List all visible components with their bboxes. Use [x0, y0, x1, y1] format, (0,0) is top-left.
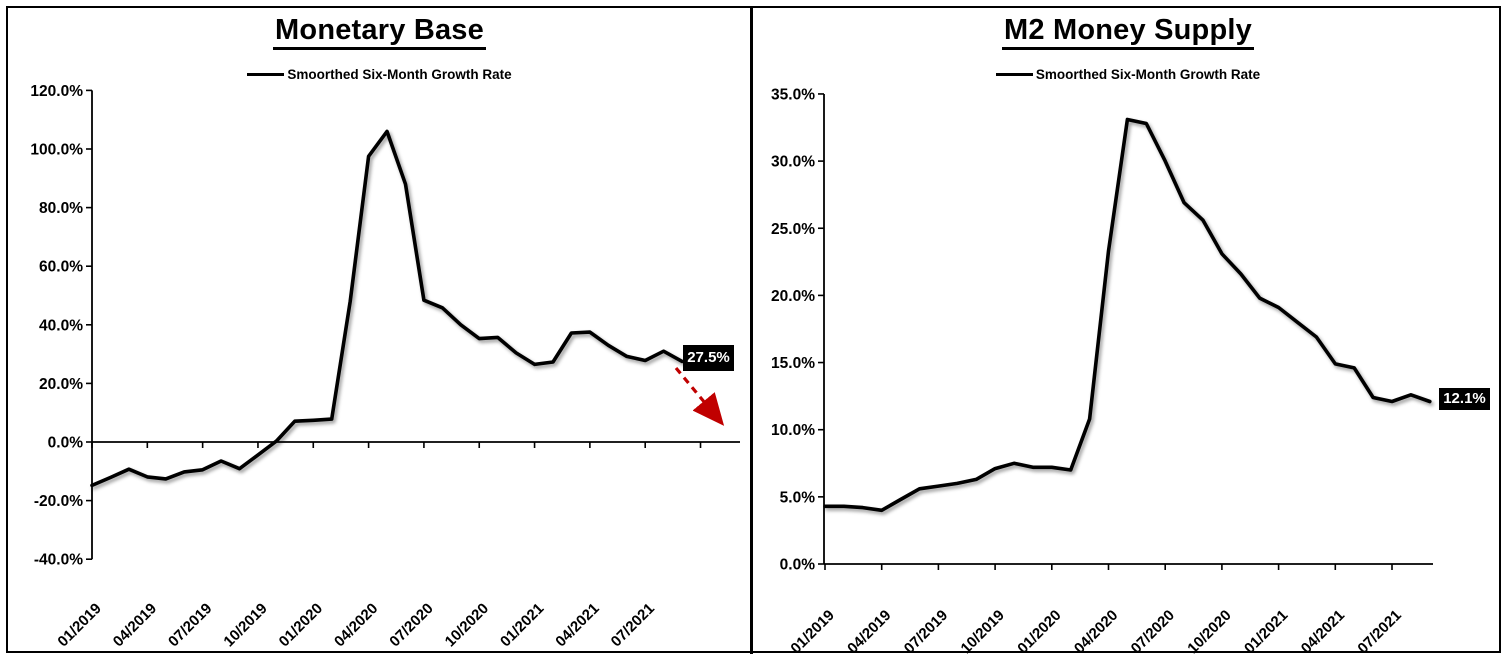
- legend-line-swatch: [247, 72, 285, 77]
- left-y-tick-label: 40.0%: [39, 317, 83, 334]
- right-chart-title-text: M2 Money Supply: [1002, 14, 1254, 50]
- left-x-tick-label: 01/2020: [276, 600, 326, 650]
- right-chart-legend: Smoorthed Six-Month Growth Rate: [754, 67, 1502, 82]
- left-chart-title: Monetary Base: [7, 14, 752, 50]
- right-y-tick-label: 20.0%: [771, 288, 815, 305]
- left-y-tick-label: 20.0%: [39, 376, 83, 393]
- right-end-value-label: 12.1%: [1439, 388, 1490, 410]
- right-x-tick-label: 04/2019: [844, 607, 894, 657]
- right-x-tick-label: 07/2020: [1128, 607, 1178, 657]
- right-x-tick-label: 01/2019: [787, 607, 837, 657]
- left-chart-legend: Smoorthed Six-Month Growth Rate: [7, 67, 752, 82]
- right-y-tick-label: 0.0%: [780, 557, 816, 574]
- legend-line-swatch: [995, 72, 1033, 77]
- left-x-tick-label: 07/2020: [386, 600, 436, 650]
- left-x-tick-label: 01/2019: [54, 600, 104, 650]
- right-series-line: [823, 117, 1432, 513]
- left-x-tick-label: 10/2020: [442, 600, 492, 650]
- forecast-arrow: [674, 366, 725, 426]
- left-series-line: [90, 129, 684, 488]
- right-x-tick-label: 01/2021: [1241, 607, 1291, 657]
- left-y-tick-label: 60.0%: [39, 259, 83, 276]
- right-x-tick-label: 01/2020: [1014, 607, 1064, 657]
- right-chart-title: M2 Money Supply: [754, 14, 1502, 50]
- left-x-tick-label: 07/2021: [608, 600, 658, 650]
- left-chart-title-text: Monetary Base: [273, 14, 486, 50]
- left-y-tick-label: 120.0%: [30, 83, 83, 100]
- left-x-tick-label: 04/2021: [552, 600, 602, 650]
- right-x-tick-label: 07/2019: [901, 607, 951, 657]
- left-y-tick-label: -40.0%: [34, 552, 83, 569]
- left-legend-label: Smoorthed Six-Month Growth Rate: [287, 67, 512, 82]
- left-x-tick-label: 07/2019: [165, 600, 215, 650]
- left-y-tick-label: 100.0%: [30, 142, 83, 159]
- left-x-tick-label: 01/2021: [497, 600, 547, 650]
- panel-divider: [750, 6, 753, 654]
- right-y-tick-label: 25.0%: [771, 221, 815, 238]
- right-y-tick-label: 5.0%: [780, 489, 816, 506]
- right-x-tick-label: 10/2019: [958, 607, 1008, 657]
- left-x-tick-label: 04/2019: [110, 600, 160, 650]
- left-end-value-label: 27.5%: [683, 345, 734, 371]
- right-x-tick-label: 07/2021: [1354, 607, 1404, 657]
- right-y-tick-label: 35.0%: [771, 86, 815, 103]
- chart-frame: [6, 6, 1501, 653]
- right-y-tick-label: 15.0%: [771, 355, 815, 372]
- left-y-tick-label: -20.0%: [34, 493, 83, 510]
- right-y-tick-label: 30.0%: [771, 154, 815, 171]
- right-y-tick-label: 10.0%: [771, 422, 815, 439]
- left-x-tick-label: 10/2019: [220, 600, 270, 650]
- right-x-tick-label: 04/2021: [1298, 607, 1348, 657]
- right-x-tick-label: 04/2020: [1071, 607, 1121, 657]
- left-x-tick-label: 04/2020: [331, 600, 381, 650]
- left-y-tick-label: 80.0%: [39, 200, 83, 217]
- right-x-tick-label: 10/2020: [1184, 607, 1234, 657]
- right-legend-label: Smoorthed Six-Month Growth Rate: [1035, 67, 1261, 82]
- left-y-tick-label: 0.0%: [48, 435, 84, 452]
